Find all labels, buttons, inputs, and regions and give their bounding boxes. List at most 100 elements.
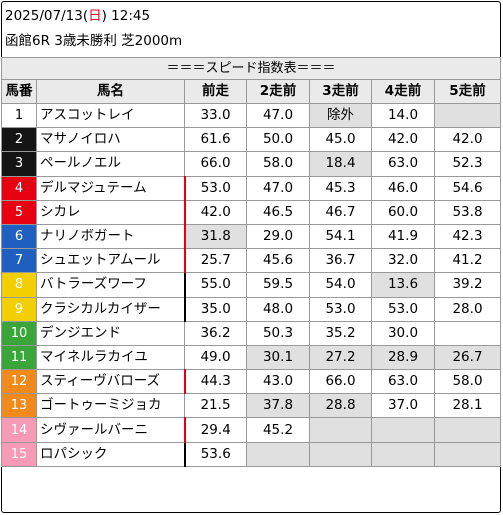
speed-4back: 41.9	[371, 223, 435, 250]
table-title: ＝＝＝スピード指数表＝＝＝	[1, 57, 501, 80]
speed-2back: 50.3	[246, 320, 310, 346]
speed-last: 42.0	[184, 199, 247, 225]
table-row: 12 スティーヴバローズ 44.3 43.0 66.0 63.0 58.0	[1, 369, 501, 395]
race-date: 2025/07/13	[5, 8, 83, 24]
speed-4back: 37.0	[371, 393, 435, 419]
speed-3back: 53.0	[309, 296, 372, 322]
table-row: 15 ロパシック 53.6	[1, 441, 501, 467]
speed-last: 66.0	[184, 151, 247, 177]
horse-number: 4	[1, 175, 37, 201]
col-header-last: 前走	[184, 79, 247, 104]
speed-2back: 45.2	[246, 417, 310, 443]
horse-name: デルマジュテーム	[36, 175, 186, 201]
table-row: 11 マイネルラカイユ 49.0 30.1 27.2 28.9 26.7	[1, 344, 501, 371]
col-header-name: 馬名	[36, 79, 185, 104]
speed-4back: 63.0	[371, 369, 435, 395]
speed-5back	[434, 102, 501, 129]
speed-3back: 36.7	[309, 248, 372, 274]
speed-3back: 66.0	[309, 369, 372, 395]
speed-last: 35.0	[184, 296, 247, 322]
horse-number: 11	[1, 344, 37, 371]
speed-4back: 53.0	[371, 296, 435, 322]
speed-3back	[309, 417, 372, 443]
speed-last: 53.0	[184, 175, 247, 201]
table-row: 3 ペールノエル 66.0 58.0 18.4 63.0 52.3	[1, 151, 501, 177]
race-datetime: 2025/07/13(日) 12:45	[5, 8, 150, 25]
horse-name: クラシカルカイザー	[36, 296, 186, 322]
speed-2back: 30.1	[246, 344, 310, 371]
speed-last: 21.5	[184, 393, 247, 419]
speed-3back: 除外	[309, 102, 372, 129]
speed-2back: 43.0	[246, 369, 310, 395]
speed-5back: 42.0	[434, 127, 501, 153]
speed-2back: 59.5	[246, 272, 310, 298]
horse-number: 8	[1, 272, 37, 298]
speed-3back: 28.8	[309, 393, 372, 419]
horse-number: 1	[1, 102, 37, 129]
table-row: 9 クラシカルカイザー 35.0 48.0 53.0 53.0 28.0	[1, 296, 501, 322]
speed-2back: 48.0	[246, 296, 310, 322]
horse-name: シヴァールバーニ	[36, 417, 186, 443]
speed-3back: 18.4	[309, 151, 372, 177]
horse-name: デンジエンド	[36, 320, 185, 346]
horse-number: 15	[1, 441, 37, 467]
speed-4back: 42.0	[371, 127, 435, 153]
table-row: 7 シュエットアムール 25.7 45.6 36.7 32.0 41.2	[1, 248, 501, 274]
horse-name: マイネルラカイユ	[36, 344, 185, 371]
speed-2back: 29.0	[246, 223, 310, 250]
speed-2back: 46.5	[246, 199, 310, 225]
horse-number: 12	[1, 369, 37, 395]
speed-5back: 39.2	[434, 272, 501, 298]
speed-2back	[246, 441, 310, 467]
speed-5back	[434, 417, 501, 443]
speed-4back: 46.0	[371, 175, 435, 201]
speed-last: 25.7	[184, 248, 247, 274]
speed-3back: 46.7	[309, 199, 372, 225]
speed-last: 55.0	[184, 272, 247, 298]
horse-name: ナリノボガート	[36, 223, 186, 250]
horse-name: シュエットアムール	[36, 248, 186, 274]
horse-name: アスコットレイ	[36, 102, 185, 129]
speed-last: 29.4	[184, 417, 247, 443]
table-row: 2 マサノイロハ 61.6 50.0 45.0 42.0 42.0	[1, 127, 501, 153]
speed-last: 53.6	[184, 441, 247, 467]
col-header-2back: 2走前	[246, 79, 310, 104]
table-row: 13 ゴートゥーミジョカ 21.5 37.8 28.8 37.0 28.1	[1, 393, 501, 419]
weekday-open: (	[82, 8, 89, 24]
race-time: 12:45	[111, 8, 151, 24]
speed-last: 44.3	[184, 369, 247, 395]
weekday-close: )	[101, 8, 107, 24]
speed-2back: 47.0	[246, 102, 310, 129]
speed-5back	[434, 320, 501, 346]
speed-4back	[371, 417, 435, 443]
col-header-5back: 5走前	[434, 79, 501, 104]
speed-4back	[371, 441, 435, 467]
speed-3back: 27.2	[309, 344, 372, 371]
speed-last: 31.8	[184, 223, 247, 250]
horse-number: 9	[1, 296, 37, 322]
horse-number: 13	[1, 393, 37, 419]
speed-5back: 58.0	[434, 369, 501, 395]
race-info: 函館6R 3歳未勝利 芝2000m	[5, 33, 183, 49]
speed-5back: 41.2	[434, 248, 501, 274]
horse-name: シカレ	[36, 199, 186, 225]
speed-last: 49.0	[184, 344, 247, 371]
speed-2back: 37.8	[246, 393, 310, 419]
speed-3back: 35.2	[309, 320, 372, 346]
speed-2back: 47.0	[246, 175, 310, 201]
horse-name: マサノイロハ	[36, 127, 185, 153]
speed-2back: 45.6	[246, 248, 310, 274]
speed-5back: 53.8	[434, 199, 501, 225]
speed-last: 61.6	[184, 127, 247, 153]
horse-name: ロパシック	[36, 441, 186, 467]
speed-4back: 32.0	[371, 248, 435, 274]
speed-last: 33.0	[184, 102, 247, 129]
speed-3back: 45.3	[309, 175, 372, 201]
table-row: 14 シヴァールバーニ 29.4 45.2	[1, 417, 501, 443]
speed-5back: 54.6	[434, 175, 501, 201]
speed-4back: 28.9	[371, 344, 435, 371]
speed-5back: 28.0	[434, 296, 501, 322]
col-header-4back: 4走前	[371, 79, 435, 104]
weekday: 日	[88, 8, 102, 24]
speed-5back: 52.3	[434, 151, 501, 177]
